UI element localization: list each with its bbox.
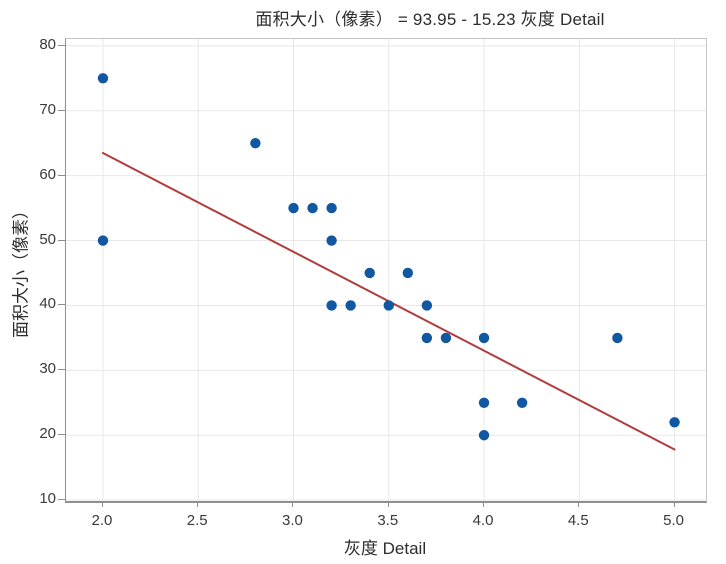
data-point[interactable] (288, 202, 299, 214)
x-tick-mark (673, 502, 675, 507)
y-tick-label: 10 (39, 490, 56, 508)
x-tick-label: 4.0 (472, 512, 494, 529)
data-point[interactable] (383, 300, 394, 311)
data-point[interactable] (421, 332, 433, 344)
y-tick-mark (58, 499, 65, 501)
x-axis-label: 灰度 Detail (343, 539, 427, 558)
y-tick-label: 30 (39, 360, 56, 378)
x-tick-mark (197, 502, 199, 507)
x-tick-mark (578, 502, 580, 507)
data-point[interactable] (364, 267, 375, 279)
y-tick-mark (58, 304, 65, 306)
y-tick-mark (58, 174, 65, 176)
data-point[interactable] (326, 202, 337, 214)
data-point[interactable] (307, 202, 318, 214)
plot-area[interactable] (65, 38, 707, 503)
data-point[interactable] (478, 430, 490, 441)
data-point[interactable] (345, 300, 356, 311)
y-tick-label: 60 (39, 165, 56, 183)
data-point[interactable] (440, 332, 452, 344)
x-tick-label: 4.5 (567, 512, 589, 529)
data-point[interactable] (97, 73, 109, 84)
x-tick-mark (387, 502, 389, 507)
data-point[interactable] (421, 300, 433, 311)
x-tick-mark (483, 502, 485, 507)
x-tick-mark (101, 502, 103, 507)
y-tick-label: 40 (39, 295, 56, 313)
y-tick-mark (58, 369, 65, 371)
y-tick-label: 80 (39, 35, 56, 53)
y-tick-mark (58, 44, 65, 46)
x-tick-label: 2.0 (91, 512, 113, 529)
y-axis-label: 面积大小（像素） (11, 202, 31, 338)
x-tick-label: 3.5 (377, 512, 399, 529)
data-point[interactable] (612, 332, 623, 344)
data-point[interactable] (250, 137, 261, 149)
data-point[interactable] (478, 332, 490, 344)
x-tick-mark (292, 502, 294, 507)
x-tick-label: 2.5 (186, 512, 208, 529)
x-tick-label: 3.0 (282, 512, 303, 529)
data-point[interactable] (402, 267, 414, 279)
data-point[interactable] (326, 235, 337, 246)
y-tick-label: 20 (39, 425, 56, 443)
x-tick-label: 5.0 (663, 512, 684, 529)
data-point[interactable] (478, 397, 490, 408)
data-point[interactable] (326, 300, 337, 311)
plot-canvas (66, 39, 706, 501)
data-point[interactable] (97, 235, 109, 246)
chart-title: 面积大小（像素） = 93.95 - 15.23 灰度 Detail (255, 10, 605, 29)
y-tick-label: 70 (39, 100, 56, 118)
y-tick-mark (58, 239, 65, 241)
data-point[interactable] (516, 397, 528, 408)
y-tick-mark (58, 434, 65, 436)
y-tick-mark (58, 109, 65, 111)
y-tick-label: 50 (39, 230, 56, 248)
data-point[interactable] (669, 417, 680, 428)
